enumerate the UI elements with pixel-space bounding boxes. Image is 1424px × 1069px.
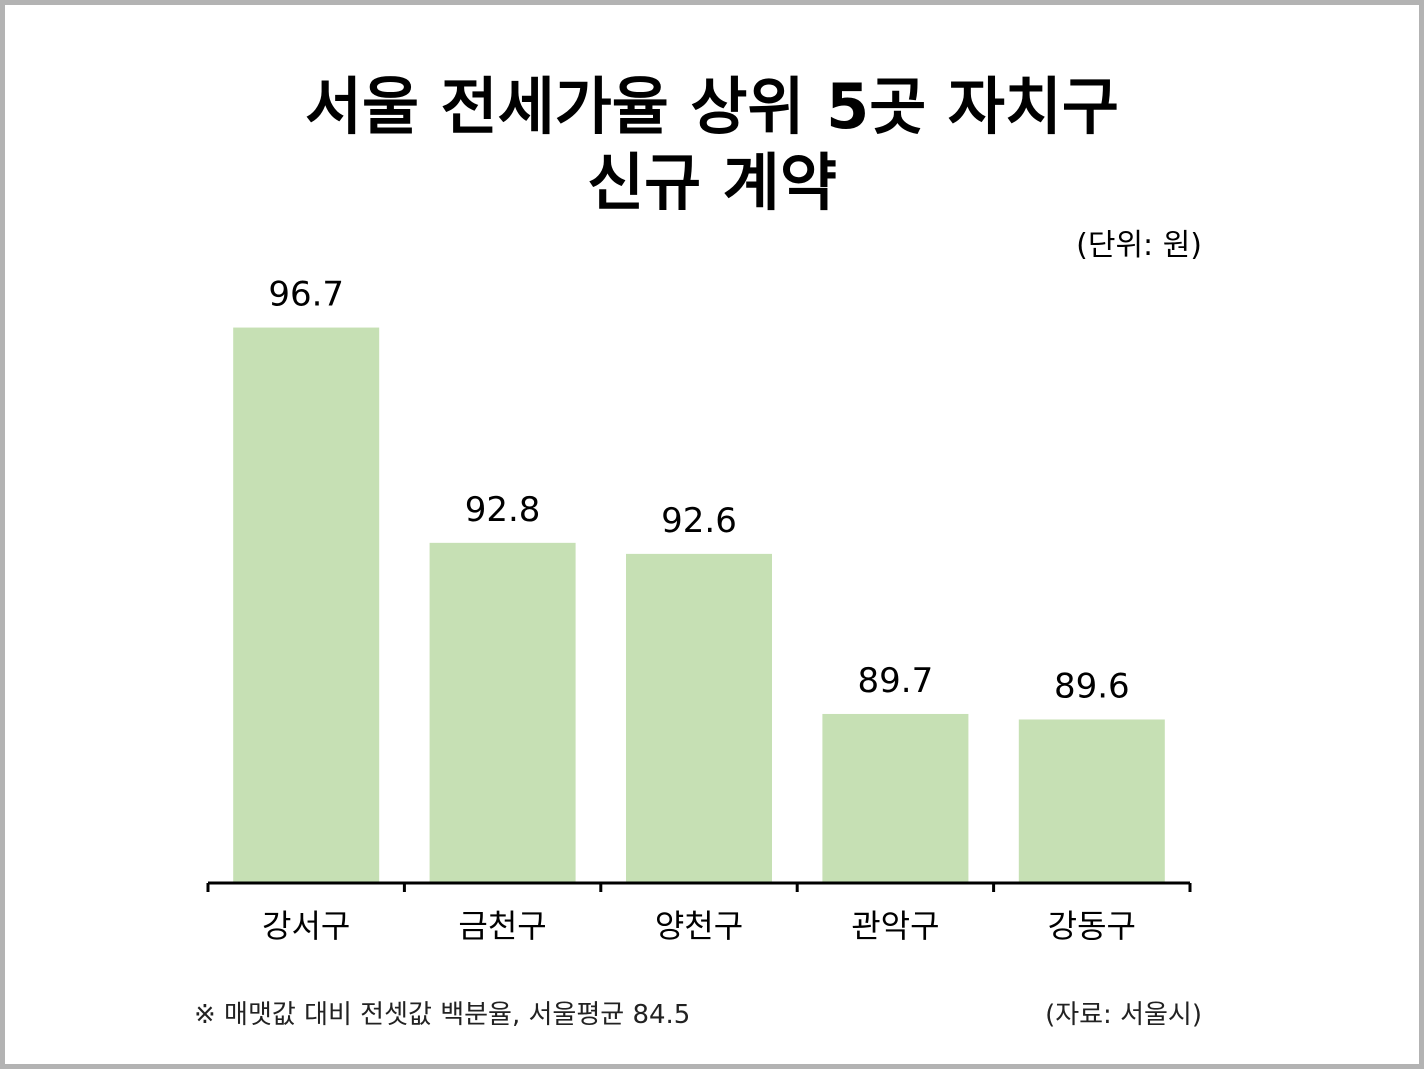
category-label-5: 강동구 [1048,907,1136,945]
chart-title-line-2: 신규 계약 [587,146,837,219]
footnote: ※ 매맷값 대비 전셋값 백분율, 서울평균 84.5 [194,1000,691,1030]
value-label-2: 92.8 [465,490,541,530]
bar-4 [822,713,969,883]
source-note: (자료: 서울시) [1045,1000,1202,1030]
category-label-4: 관악구 [851,907,939,945]
chart-title-line-1: 서울 전세가율 상위 5곳 자치구 [305,70,1119,143]
value-label-1: 96.7 [268,275,344,315]
value-label-4: 89.7 [858,661,934,701]
bar-5 [1018,719,1165,883]
value-label-3: 92.6 [661,501,737,541]
bar-3 [626,553,772,883]
category-label-2: 금천구 [458,907,546,945]
bar-1 [233,327,380,883]
category-label-1: 강서구 [262,907,350,945]
unit-label: (단위: 원) [1076,228,1202,263]
category-label-3: 양천구 [655,907,743,945]
value-label-5: 89.6 [1054,666,1130,706]
bar-2 [429,542,576,883]
